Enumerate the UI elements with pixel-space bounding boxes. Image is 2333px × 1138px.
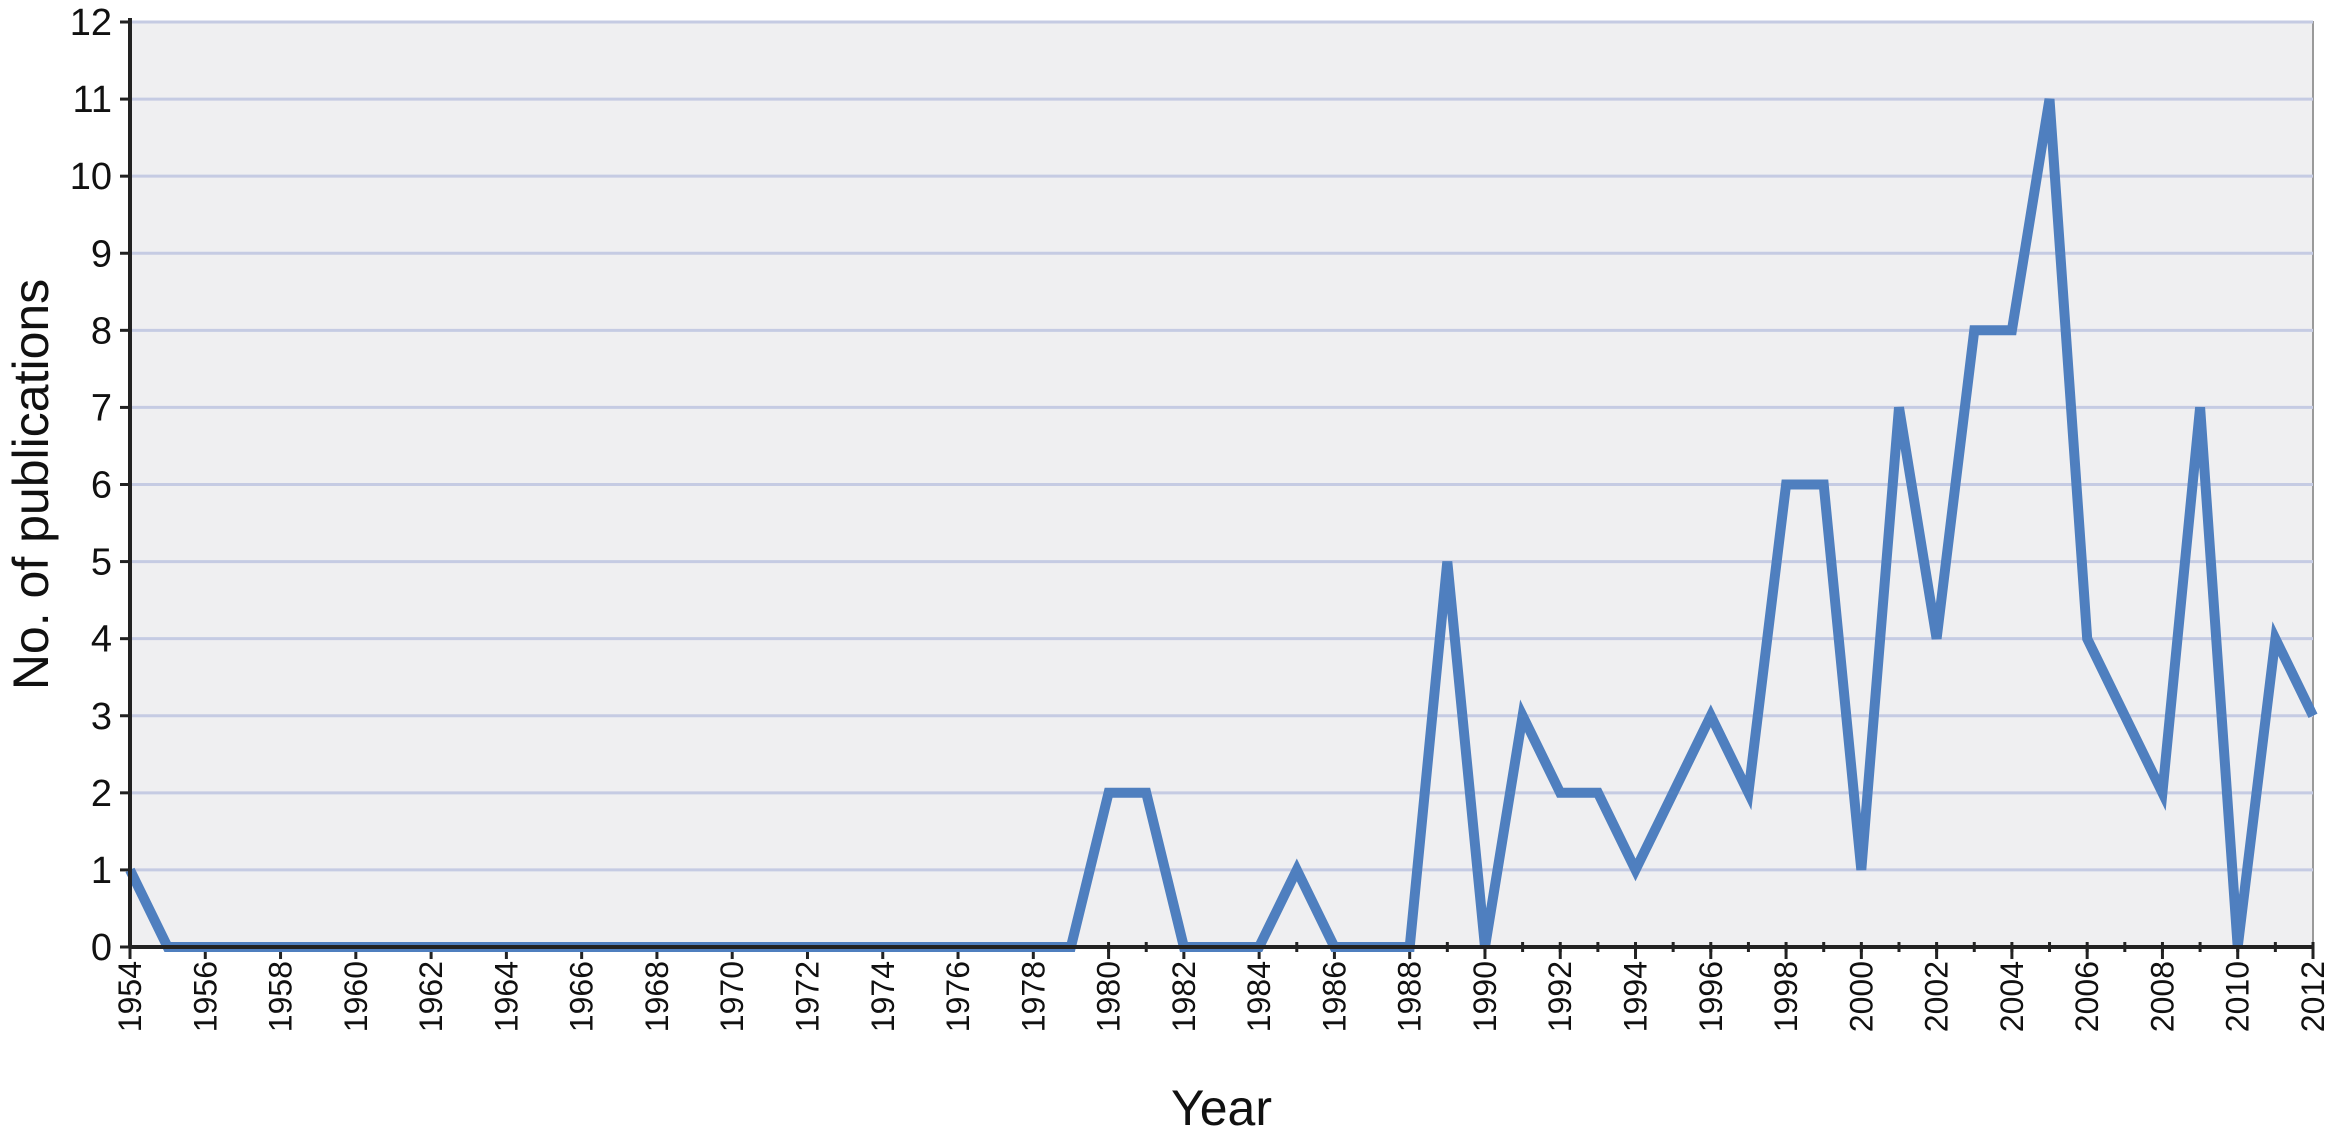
y-tick-label: 1 <box>91 850 112 892</box>
y-tick-label: 2 <box>91 773 112 815</box>
x-tick-label: 1992 <box>1542 961 1578 1032</box>
y-tick-label: 7 <box>91 387 112 429</box>
x-tick-label: 1972 <box>789 961 825 1032</box>
x-tick-label: 2002 <box>1919 961 1955 1032</box>
x-tick-label: 2000 <box>1843 961 1879 1032</box>
x-tick-label: 2004 <box>1994 961 2030 1032</box>
x-tick-label: 1996 <box>1693 961 1729 1032</box>
y-tick-label: 6 <box>91 465 112 507</box>
x-tick-label: 1970 <box>714 961 750 1032</box>
x-tick-label: 1988 <box>1392 961 1428 1032</box>
x-axis-ticks: 1954 1956 1958 1960 1962 1964 1966 1968 1970 1972… <box>112 947 2331 1032</box>
x-tick-label: 1958 <box>263 961 299 1032</box>
x-tick-label: 1964 <box>488 961 524 1032</box>
x-tick-label: 1960 <box>338 961 374 1032</box>
x-tick-label: 1990 <box>1467 961 1503 1032</box>
y-tick-label: 9 <box>91 233 112 275</box>
gridlines <box>130 20 2313 872</box>
x-tick-label: 2012 <box>2295 961 2331 1032</box>
x-tick-label: 1974 <box>865 961 901 1032</box>
x-tick-label: 1994 <box>1618 961 1654 1032</box>
x-tick-label: 2010 <box>2220 961 2256 1032</box>
x-tick-label: 2006 <box>2069 961 2105 1032</box>
x-tick-label: 1954 <box>112 961 148 1032</box>
x-tick-label: 1978 <box>1015 961 1051 1032</box>
x-tick-label: 1986 <box>1316 961 1352 1032</box>
x-tick-label: 1976 <box>940 961 976 1032</box>
x-tick-label: 1980 <box>1091 961 1127 1032</box>
y-tick-label: 12 <box>70 2 112 44</box>
y-tick-label: 8 <box>91 310 112 352</box>
y-tick-label: 10 <box>70 156 112 198</box>
x-tick-label: 1982 <box>1166 961 1202 1032</box>
y-tick-label: 4 <box>91 619 112 661</box>
x-tick-label: 2008 <box>2144 961 2180 1032</box>
x-tick-label: 1968 <box>639 961 675 1032</box>
x-tick-label: 1962 <box>413 961 449 1032</box>
x-tick-label: 1984 <box>1241 961 1277 1032</box>
x-tick-label: 1956 <box>187 961 223 1032</box>
y-tick-label: 11 <box>73 79 112 121</box>
y-axis-title: No. of publications <box>3 279 59 690</box>
y-tick-label: 5 <box>91 542 112 584</box>
y-tick-label: 3 <box>91 696 112 738</box>
x-axis-title: Year <box>1171 1080 1272 1136</box>
x-tick-label: 1998 <box>1768 961 1804 1032</box>
x-tick-label: 1966 <box>564 961 600 1032</box>
y-tick-label: 0 <box>91 927 112 969</box>
